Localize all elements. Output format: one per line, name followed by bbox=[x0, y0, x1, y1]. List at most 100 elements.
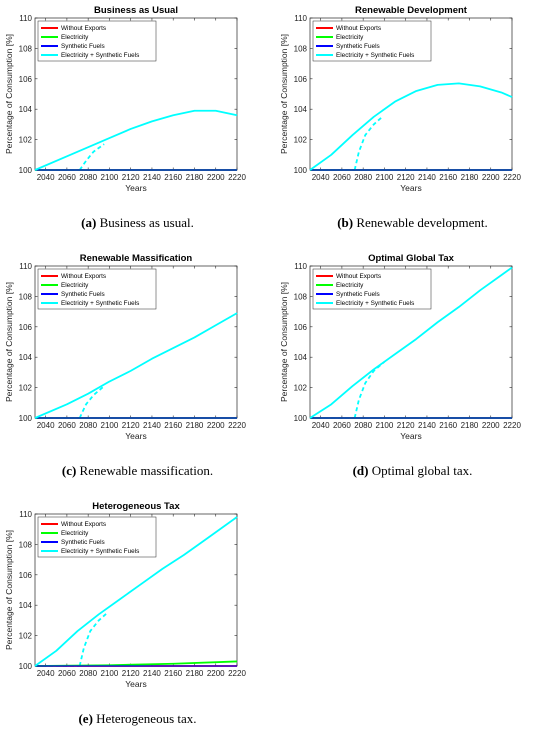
x-tick-label: 2120 bbox=[397, 421, 415, 430]
x-tick-label: 2080 bbox=[354, 173, 372, 182]
legend-label: Synthetic Fuels bbox=[61, 291, 105, 298]
y-tick-label: 102 bbox=[294, 136, 308, 145]
x-tick-label: 2220 bbox=[503, 421, 521, 430]
x-tick-label: 2200 bbox=[207, 173, 225, 182]
x-tick-label: 2200 bbox=[482, 421, 500, 430]
chart-panel-b: Renewable Development 100 102 104 106 108 110 2… bbox=[275, 0, 550, 245]
x-axis-label: Years bbox=[125, 431, 146, 441]
legend-label: Synthetic Fuels bbox=[61, 539, 105, 546]
chart-panel-c: Renewable Massification 100 102 104 106 108 11… bbox=[0, 248, 275, 493]
y-tick-label: 100 bbox=[294, 414, 308, 423]
y-tick-label: 104 bbox=[19, 105, 33, 114]
chart-title: Heterogeneous Tax bbox=[92, 501, 180, 512]
y-tick-label: 100 bbox=[19, 414, 33, 423]
chart-panel-a: Business as Usual 100 102 104 106 108 110 2040 2… bbox=[0, 0, 275, 245]
x-axis-label: Years bbox=[400, 431, 421, 441]
y-tick-label: 102 bbox=[19, 136, 33, 145]
x-tick-label: 2160 bbox=[164, 173, 182, 182]
y-tick-label: 104 bbox=[19, 353, 33, 362]
legend-label: Without Exports bbox=[61, 25, 106, 32]
x-tick-label: 2100 bbox=[101, 173, 119, 182]
x-tick-label: 2060 bbox=[58, 421, 76, 430]
x-tick-label: 2140 bbox=[418, 421, 436, 430]
x-tick-label: 2100 bbox=[376, 173, 394, 182]
y-tick-label: 106 bbox=[19, 75, 33, 84]
x-tick-label: 2160 bbox=[164, 421, 182, 430]
x-tick-label: 2160 bbox=[439, 421, 457, 430]
x-tick-label: 2220 bbox=[228, 669, 246, 678]
series-line-electricity-synthetic-fuels bbox=[34, 109, 238, 171]
caption-e: (e) Heterogeneous tax. bbox=[78, 711, 197, 726]
x-tick-label: 2100 bbox=[376, 421, 394, 430]
legend-label: Electricity bbox=[336, 282, 364, 289]
chart-title: Renewable Massification bbox=[80, 253, 193, 264]
x-tick-label: 2060 bbox=[58, 669, 76, 678]
dashed-series-line bbox=[353, 116, 383, 171]
x-tick-label: 2100 bbox=[101, 669, 119, 678]
y-axis-label: Percentage of Consumption [%] bbox=[279, 34, 289, 154]
y-tick-label: 100 bbox=[19, 662, 33, 671]
x-tick-label: 2100 bbox=[101, 421, 119, 430]
legend-label: Synthetic Fuels bbox=[61, 43, 105, 50]
legend-label: Electricity + Synthetic Fuels bbox=[336, 52, 414, 59]
chart-title: Business as Usual bbox=[94, 5, 178, 16]
chart-panel-d: Optimal Global Tax 100 102 104 106 108 110 2040… bbox=[275, 248, 550, 493]
x-tick-label: 2060 bbox=[58, 173, 76, 182]
x-axis-label: Years bbox=[400, 183, 421, 193]
dashed-series-line bbox=[78, 385, 105, 419]
dashed-series-line bbox=[78, 143, 105, 171]
y-tick-label: 106 bbox=[294, 323, 308, 332]
x-tick-label: 2080 bbox=[79, 669, 97, 678]
x-tick-label: 2120 bbox=[122, 173, 140, 182]
y-tick-label: 100 bbox=[294, 166, 308, 175]
y-tick-label: 108 bbox=[294, 44, 308, 53]
chart-b: Renewable Development 100 102 104 106 108 110 2… bbox=[279, 5, 521, 193]
y-tick-label: 104 bbox=[19, 601, 33, 610]
x-tick-label: 2180 bbox=[186, 421, 204, 430]
x-tick-label: 2140 bbox=[418, 173, 436, 182]
chart-title: Renewable Development bbox=[355, 5, 468, 16]
y-tick-label: 110 bbox=[19, 510, 32, 519]
y-tick-label: 110 bbox=[294, 262, 307, 271]
x-tick-label: 2220 bbox=[228, 173, 246, 182]
x-tick-label: 2040 bbox=[37, 669, 55, 678]
y-tick-label: 104 bbox=[294, 353, 308, 362]
legend-label: Without Exports bbox=[61, 521, 106, 528]
y-tick-label: 106 bbox=[19, 323, 33, 332]
y-tick-label: 110 bbox=[294, 14, 307, 23]
legend-label: Electricity bbox=[61, 34, 89, 41]
x-tick-label: 2080 bbox=[79, 421, 97, 430]
caption-d: (d) Optimal global tax. bbox=[352, 463, 473, 478]
x-tick-label: 2060 bbox=[333, 173, 351, 182]
x-tick-label: 2160 bbox=[439, 173, 457, 182]
series-line-electricity-synthetic-fuels bbox=[309, 82, 513, 171]
x-tick-label: 2140 bbox=[143, 421, 161, 430]
x-tick-label: 2140 bbox=[143, 669, 161, 678]
y-tick-label: 110 bbox=[19, 262, 32, 271]
x-tick-label: 2120 bbox=[397, 173, 415, 182]
y-tick-label: 106 bbox=[19, 571, 33, 580]
x-tick-label: 2220 bbox=[228, 421, 246, 430]
x-tick-label: 2140 bbox=[143, 173, 161, 182]
y-tick-label: 104 bbox=[294, 105, 308, 114]
caption-b: (b) Renewable development. bbox=[337, 215, 488, 230]
x-tick-label: 2180 bbox=[461, 173, 479, 182]
legend-label: Without Exports bbox=[61, 273, 106, 280]
y-tick-label: 108 bbox=[19, 540, 33, 549]
chart-title: Optimal Global Tax bbox=[368, 253, 455, 264]
y-tick-label: 102 bbox=[19, 384, 33, 393]
x-tick-label: 2080 bbox=[354, 421, 372, 430]
x-tick-label: 2040 bbox=[37, 173, 55, 182]
dashed-series-line bbox=[78, 612, 108, 667]
x-tick-label: 2180 bbox=[186, 173, 204, 182]
series-line-electricity-synthetic-fuels bbox=[34, 312, 238, 419]
y-tick-label: 110 bbox=[19, 14, 32, 23]
x-tick-label: 2120 bbox=[122, 421, 140, 430]
x-tick-label: 2180 bbox=[461, 421, 479, 430]
chart-panel-e: Heterogeneous Tax 100 102 104 106 108 110 2040 2… bbox=[0, 496, 275, 741]
legend-label: Electricity + Synthetic Fuels bbox=[336, 300, 414, 307]
x-tick-label: 2160 bbox=[164, 669, 182, 678]
y-tick-label: 102 bbox=[19, 632, 33, 641]
